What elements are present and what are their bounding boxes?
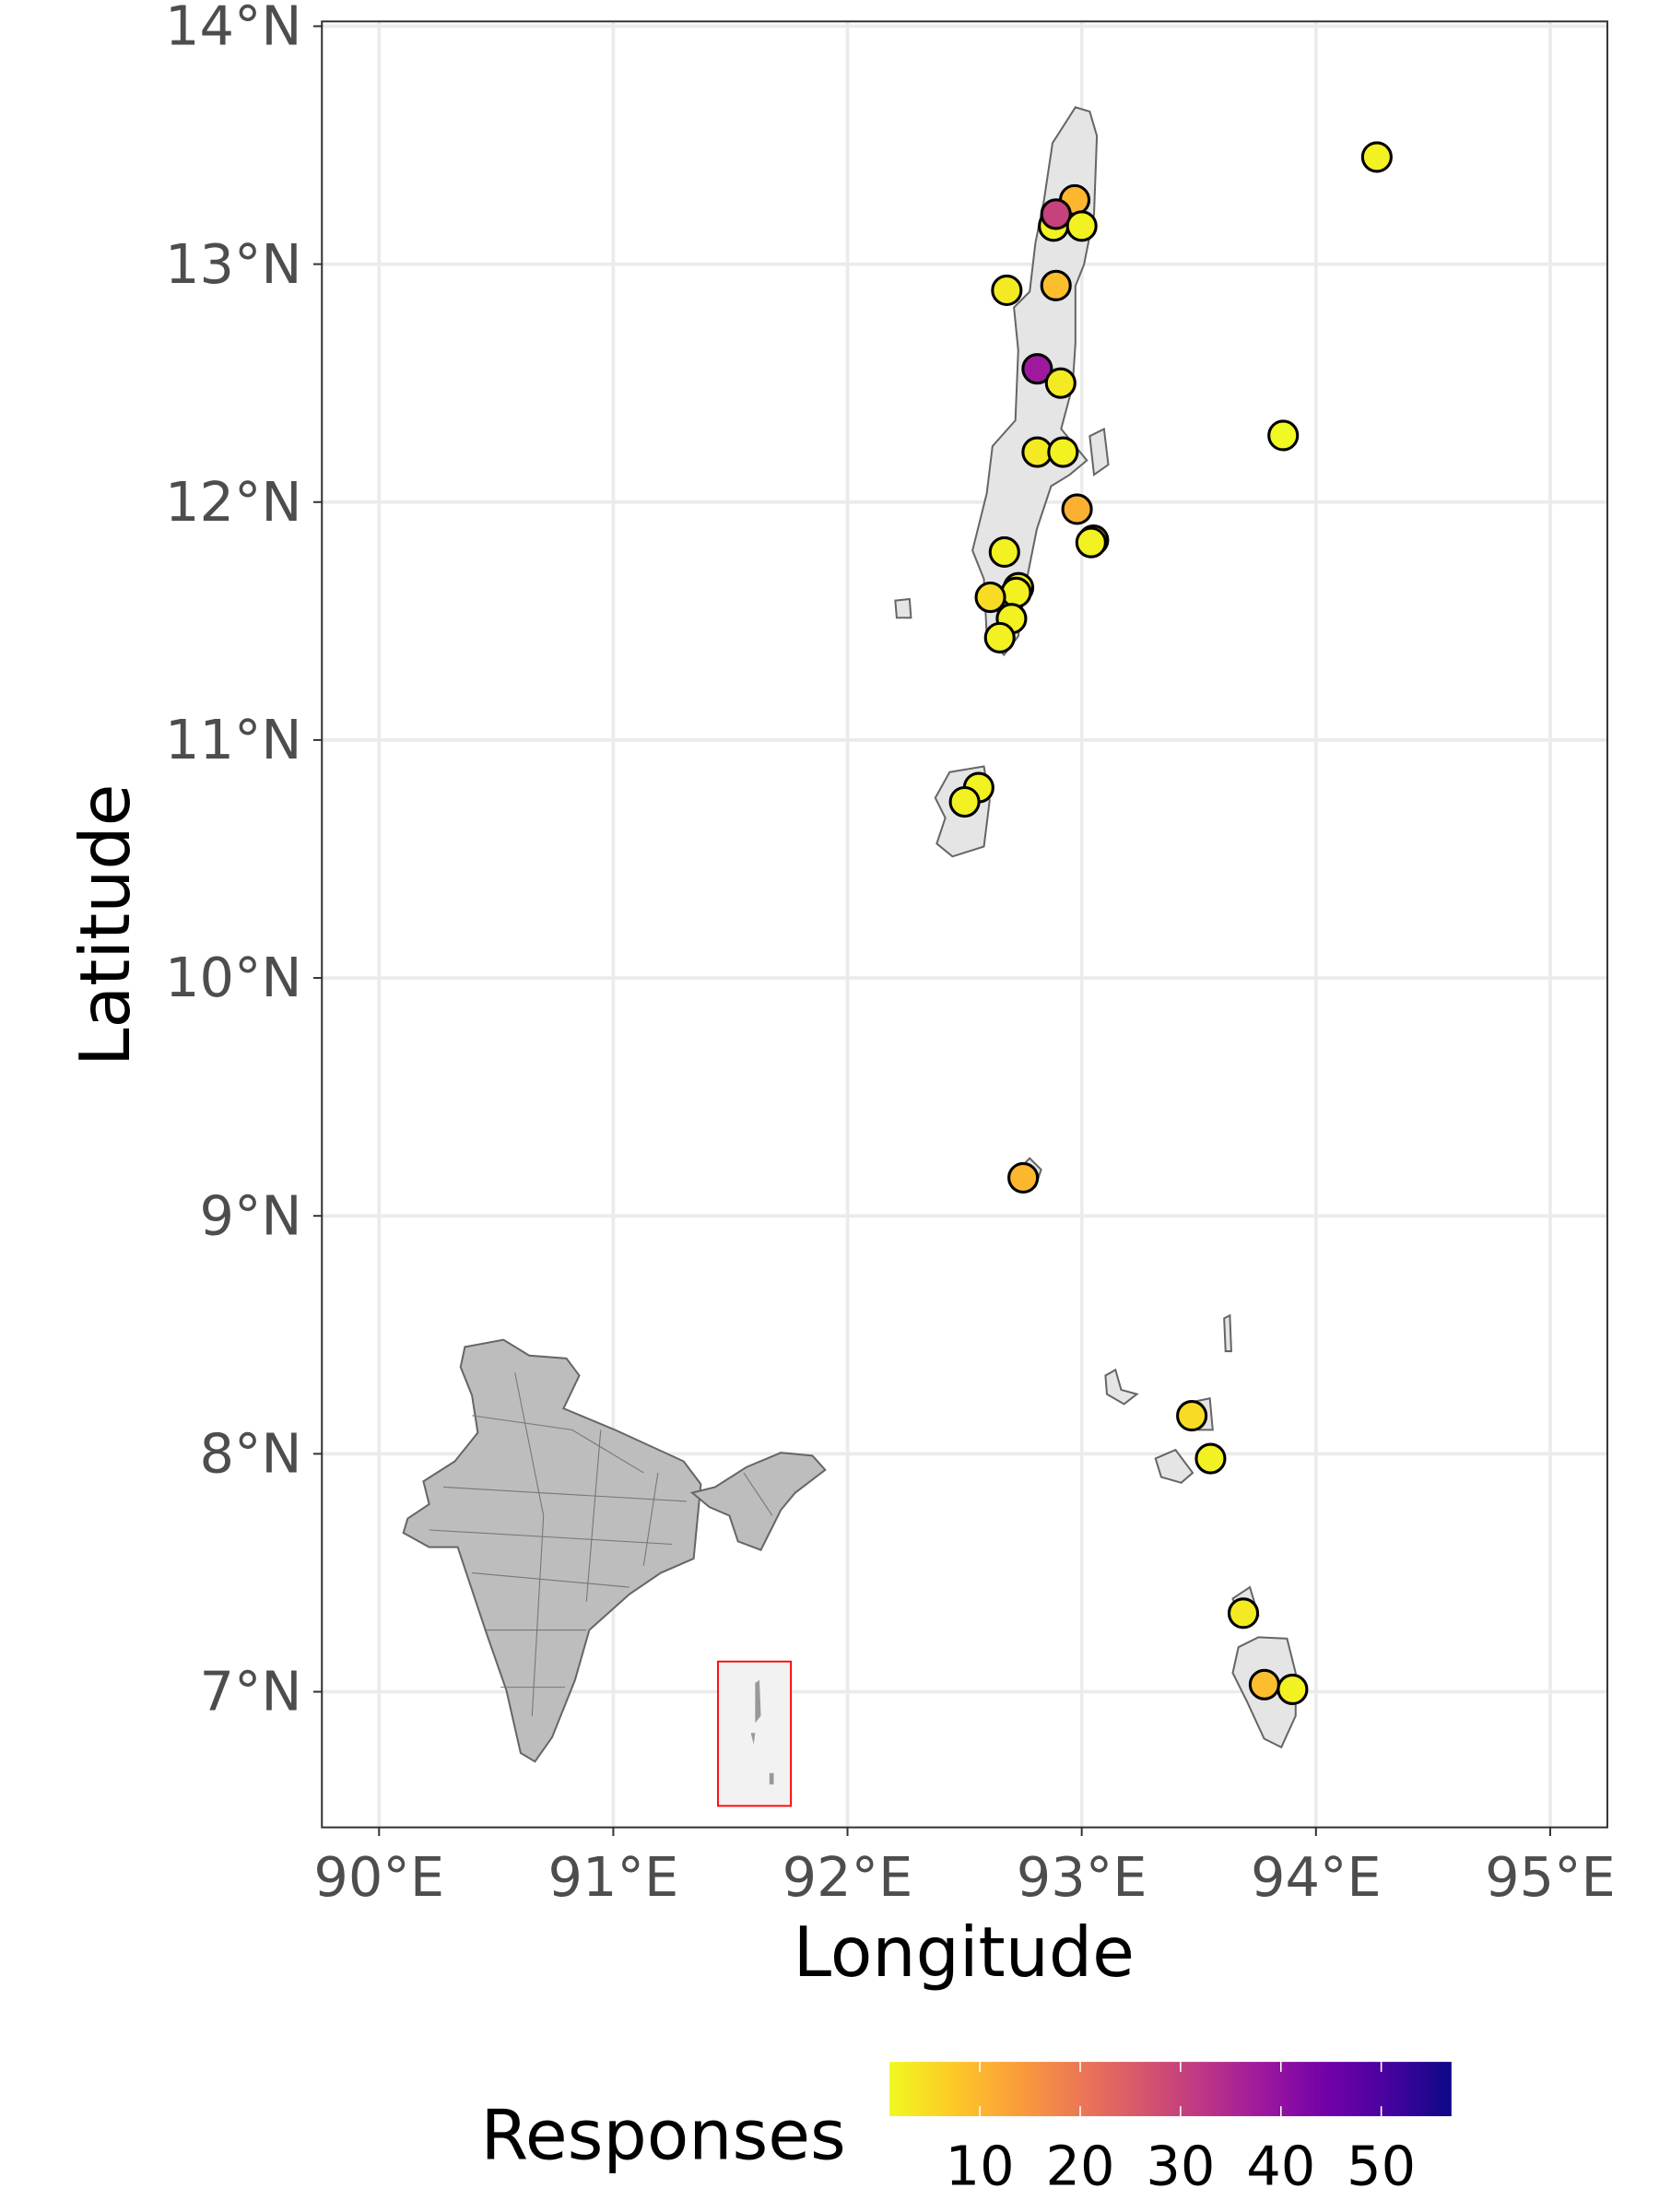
x-tick-label: 91°E	[548, 1845, 679, 1909]
survey-point	[1044, 367, 1077, 399]
survey-point	[1227, 1597, 1260, 1630]
x-axis-title: Longitude	[794, 1912, 1135, 1993]
plot-panel-border	[321, 20, 1608, 1829]
colorbar-tick-label: 20	[1046, 2135, 1115, 2198]
y-tick-label: 13°N	[165, 232, 302, 296]
colorbar-tick-label: 10	[946, 2135, 1015, 2198]
inset-andaman-islands	[750, 1679, 774, 1785]
y-tick-label: 11°N	[165, 708, 302, 771]
x-tick-label: 92°E	[782, 1845, 913, 1909]
survey-point	[1000, 576, 1032, 608]
survey-point	[1075, 526, 1107, 559]
colorbar-legend: Responses 10 20 30 40 50	[480, 2062, 1452, 2198]
survey-point	[1065, 210, 1098, 242]
small-islet	[1223, 1313, 1232, 1353]
survey-point	[974, 581, 1006, 614]
north-sentinel-island	[894, 597, 912, 619]
y-tick-label: 12°N	[165, 470, 302, 534]
colorbar-tick-label: 50	[1347, 2135, 1416, 2198]
colorbar	[889, 2062, 1452, 2117]
survey-point	[1061, 493, 1093, 525]
y-axis: 7°N 8°N 9°N 10°N 11°N 12°N 13°N 14°N	[165, 0, 323, 1724]
survey-point	[991, 274, 1023, 307]
survey-point	[1360, 141, 1393, 173]
colorbar-tick-label: 40	[1246, 2135, 1315, 2198]
legend-title: Responses	[480, 2096, 845, 2176]
india-mainland	[402, 1338, 702, 1763]
y-tick-label: 14°N	[165, 0, 302, 58]
x-tick-label: 95°E	[1485, 1845, 1616, 1909]
katchal-island	[1154, 1448, 1194, 1484]
colorbar-tick-label: 30	[1146, 2135, 1215, 2198]
survey-point	[1007, 1161, 1040, 1194]
y-tick-label: 8°N	[199, 1422, 301, 1486]
survey-point	[988, 535, 1020, 569]
survey-point	[1277, 1673, 1309, 1706]
survey-point	[1267, 419, 1300, 452]
y-tick-label: 7°N	[199, 1660, 301, 1724]
survey-point	[948, 785, 981, 818]
y-axis-title: Latitude	[65, 784, 146, 1066]
survey-point	[1040, 198, 1072, 230]
y-tick-label: 9°N	[199, 1183, 301, 1247]
data-points	[948, 141, 1393, 1706]
ritchie-archipelago	[1088, 427, 1110, 477]
survey-point	[1047, 436, 1079, 468]
x-tick-label: 90°E	[313, 1845, 444, 1909]
district-boundaries	[429, 1372, 773, 1716]
survey-point	[1194, 1442, 1227, 1475]
x-tick-label: 94°E	[1251, 1845, 1382, 1909]
survey-point	[983, 621, 1016, 653]
survey-point	[1021, 353, 1053, 385]
survey-point	[1040, 269, 1072, 301]
india-northeast	[689, 1452, 827, 1551]
x-axis: 90°E 91°E 92°E 93°E 94°E 95°E	[313, 1827, 1616, 1909]
x-tick-label: 93°E	[1017, 1845, 1147, 1909]
survey-point	[1176, 1400, 1208, 1432]
survey-point	[1248, 1668, 1280, 1700]
india-inset-map	[402, 1338, 827, 1807]
teressa-island	[1104, 1368, 1139, 1406]
survey-point	[1021, 436, 1053, 468]
y-tick-label: 10°N	[165, 946, 302, 1009]
